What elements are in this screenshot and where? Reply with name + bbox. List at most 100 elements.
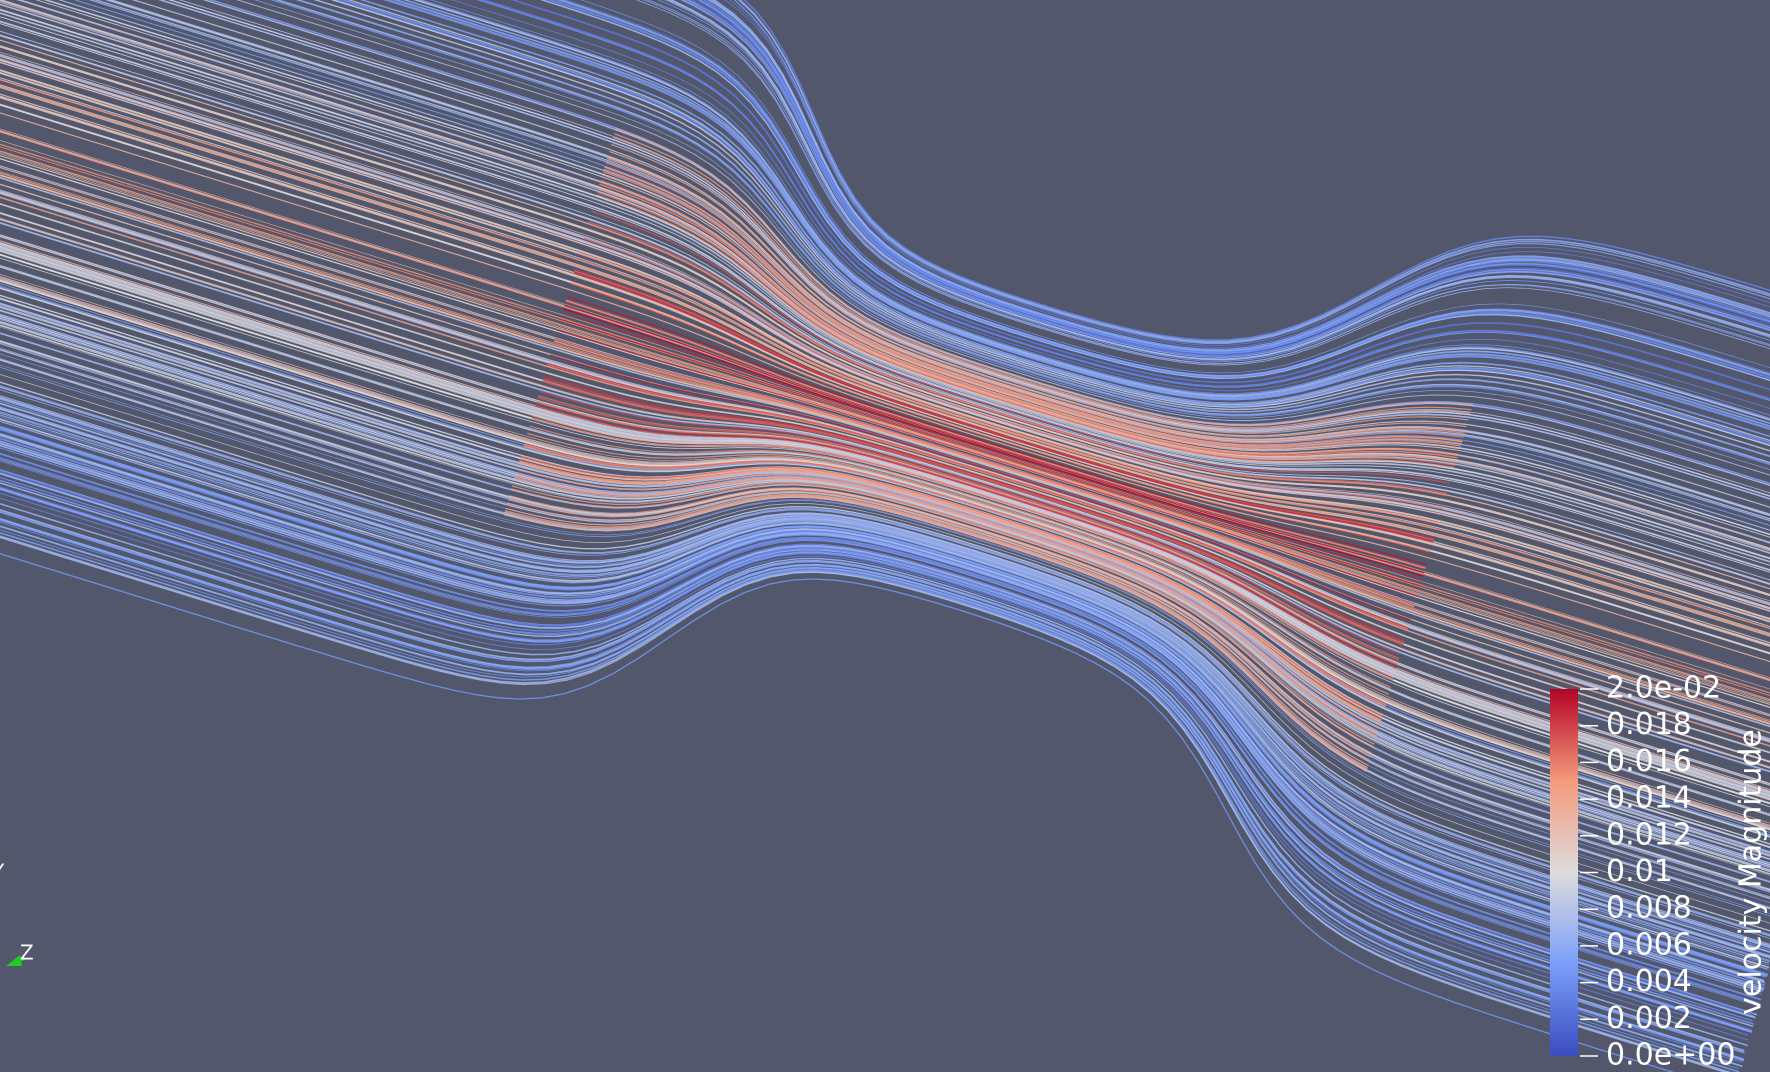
streamline: [0, 477, 1753, 1021]
streamline: [507, 489, 1371, 758]
streamline: [362, 0, 1770, 437]
streamline: [0, 552, 1675, 1072]
streamline: [588, 221, 1448, 495]
z-axis-head: [6, 955, 22, 966]
streamline: [608, 150, 1467, 438]
streamline: [610, 143, 1469, 434]
streamline: [615, 127, 1473, 426]
streamline: [0, 196, 1770, 747]
streamline: [94, 0, 1770, 520]
streamline: [0, 20, 1770, 571]
streamline: [0, 385, 1770, 936]
streamline: [520, 457, 1383, 719]
streamline: [556, 0, 1770, 378]
streamline: [0, 176, 1770, 728]
streamline: [0, 280, 1770, 831]
streamline: [0, 389, 1770, 939]
streamline: [0, 61, 1770, 612]
streamline: [503, 496, 1367, 773]
streamline: [729, 0, 1770, 346]
streamline: [509, 487, 1373, 755]
streamline: [0, 140, 1770, 690]
streamline: [602, 174, 1461, 451]
streamline: [0, 411, 1770, 962]
streamline: [599, 183, 1458, 459]
streamline: [707, 0, 1770, 353]
streamline: [579, 253, 1439, 525]
streamline: [564, 304, 1425, 574]
streamline: [0, 190, 1770, 741]
streamline: [168, 0, 1770, 497]
streamline: [0, 521, 1743, 1063]
streamline: [733, 0, 1770, 344]
streamline: [596, 194, 1455, 469]
streamline: [0, 234, 1770, 785]
streamline: [511, 483, 1374, 748]
streamline: [0, 416, 1770, 966]
streamline: [0, 277, 1770, 828]
streamline: [0, 59, 1770, 610]
streamline: [0, 150, 1770, 701]
streamline: [607, 155, 1466, 441]
streamline: [563, 308, 1424, 577]
streamline: [683, 0, 1770, 358]
streamline: [0, 517, 1745, 1060]
streamline: [647, 0, 1770, 364]
streamline: [0, 497, 1749, 1041]
streamline: [0, 479, 1752, 1024]
streamline: [506, 490, 1371, 761]
streamline: [523, 444, 1386, 707]
streamline: [0, 366, 1770, 917]
streamline: [0, 510, 1745, 1054]
streamline: [690, 0, 1770, 357]
streamline: [0, 274, 1770, 824]
streamline: [724, 0, 1770, 348]
streamline: [0, 400, 1770, 951]
tick-label: 0.014: [1606, 781, 1692, 816]
streamline: [562, 312, 1423, 581]
color-legend: velocity Magnitude 2.0e-020.0180.0160.01…: [1550, 671, 1769, 1072]
streamline: [574, 269, 1435, 540]
streamline: [0, 407, 1770, 958]
streamline: [0, 492, 1749, 1036]
streamline: [602, 171, 1462, 449]
streamline: [0, 23, 1770, 573]
streamline: [670, 0, 1770, 360]
streamline: [0, 503, 1748, 1047]
streamline: [0, 525, 1743, 1068]
streamline: [566, 296, 1427, 566]
streamline: [159, 0, 1770, 500]
streamline: [313, 0, 1770, 452]
streamline: [0, 45, 1770, 597]
streamline: [0, 469, 1755, 1016]
streamline: [0, 172, 1770, 723]
streamline: [557, 329, 1418, 597]
streamline: [0, 87, 1770, 637]
streamline: [35, 0, 1770, 538]
tick-label: 0.016: [1606, 744, 1692, 779]
streamline: [542, 380, 1404, 646]
streamline: [0, 314, 1770, 865]
streamline: [0, 243, 1770, 794]
streamline: [0, 414, 1770, 964]
streamline: [554, 340, 1415, 607]
orientation-axes: Z Y: [0, 860, 34, 966]
streamline: [429, 0, 1770, 416]
streamline: [0, 536, 1726, 1072]
y-axis-label: Y: [0, 860, 5, 884]
streamline: [600, 180, 1459, 455]
streamline: [0, 349, 1770, 900]
tick-label: 0.004: [1606, 964, 1692, 999]
streamline: [505, 493, 1369, 767]
streamline: [402, 0, 1770, 425]
streamline: [531, 417, 1394, 681]
streamline: [743, 0, 1770, 341]
streamline: [547, 363, 1409, 630]
streamline: [393, 0, 1770, 427]
streamline: [604, 166, 1463, 447]
streamline: [605, 162, 1464, 444]
streamline: [0, 31, 1770, 581]
streamline: [540, 0, 1770, 382]
